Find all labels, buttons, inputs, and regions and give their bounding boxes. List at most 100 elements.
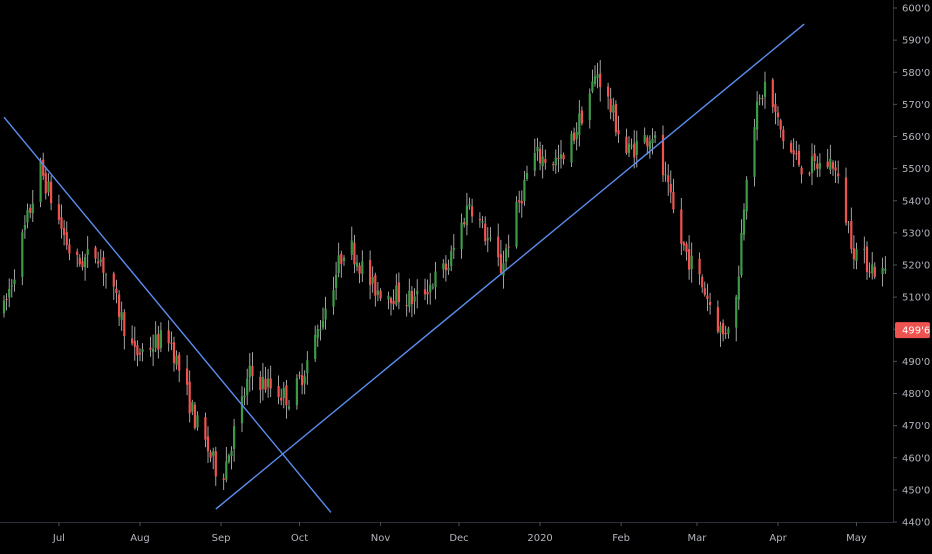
candle-body [206,436,210,452]
candle [303,370,306,395]
candle [99,249,102,267]
candle-body [737,276,740,300]
price-axis[interactable]: 600'0 590'0 580'0 570'0 560'0 550'0 540'0 530'0… [893,0,932,550]
candle [865,241,869,280]
candle-body [319,329,322,331]
candle [138,348,142,362]
candle [196,411,199,431]
candle-body [557,158,560,159]
candle-body [47,181,50,193]
candle-body [259,377,262,391]
candle-body [648,141,651,149]
candle [246,368,249,405]
trendline-ascending[interactable] [215,23,805,510]
candle [240,386,244,433]
candle-body [395,285,398,305]
candle [703,281,706,297]
candle-body [408,290,411,307]
candle [776,106,780,126]
candle-body [324,308,327,320]
time-tick-label: May [846,533,867,544]
candle [580,106,583,126]
candle-body [740,233,743,276]
candle [716,300,719,334]
candle-body [282,387,285,398]
candle [277,375,280,405]
candle-body [486,238,489,241]
candle [463,217,466,228]
candle [850,207,853,254]
candle-body [397,282,400,303]
candle-body [269,378,272,389]
candle-body [102,257,105,273]
candle-body [416,290,419,295]
candles-layer [2,60,887,490]
candle [813,144,816,171]
candle-body [379,290,382,299]
candle-body [761,98,764,100]
candle [361,250,364,282]
candle-body [826,161,829,167]
candle [871,252,874,280]
candle [115,279,118,304]
price-tick-label: 540'0 [902,196,930,207]
candle-body [630,145,633,147]
candle [376,282,379,302]
candle-body [10,285,13,287]
candle [76,248,79,268]
candle-body [596,74,599,78]
candle-body [152,348,155,352]
candle [42,152,45,180]
candle-body [727,328,730,335]
candle-body [518,200,521,203]
candle [118,290,121,326]
candle-body [94,247,97,259]
candle [884,256,887,274]
candle [295,374,298,410]
candle-body [627,143,631,153]
candle [112,271,115,300]
candle-body [303,376,306,384]
candle [287,399,291,411]
trendline-descending[interactable] [3,116,332,513]
candle [222,473,225,490]
candle [170,331,173,351]
candle [5,293,8,311]
candle-body [240,396,244,424]
candle [800,165,803,184]
candle-body [13,279,16,285]
candle [193,401,196,430]
candle-body [706,295,709,299]
candle [460,213,463,259]
candle-body [154,334,157,348]
candle [706,283,709,312]
candle [868,262,871,278]
candle [573,127,576,145]
candle [81,251,84,271]
candle-body [188,381,191,414]
candle [515,196,518,249]
candle-body [520,201,523,204]
candle [10,279,13,298]
candle-body [50,181,53,204]
candle-body [871,264,874,274]
candle-body [5,299,8,300]
candle-body [44,173,47,194]
candle-body [78,257,81,265]
time-tick-label: Mar [688,533,708,544]
candle-body [868,271,871,273]
candle [612,97,615,122]
candle-body [863,248,866,250]
candle-body [452,247,455,251]
candle [102,250,105,286]
candle-body [342,257,346,261]
time-axis[interactable]: Jul Aug Sep Oct Nov Dec 2020 Feb Mar Apr May [0,522,894,544]
candle [559,140,563,169]
candle-body [667,175,670,183]
candle-body [431,287,434,289]
candle-body [298,375,301,377]
candle-body [489,237,492,239]
time-tick-label: 2020 [527,533,552,544]
